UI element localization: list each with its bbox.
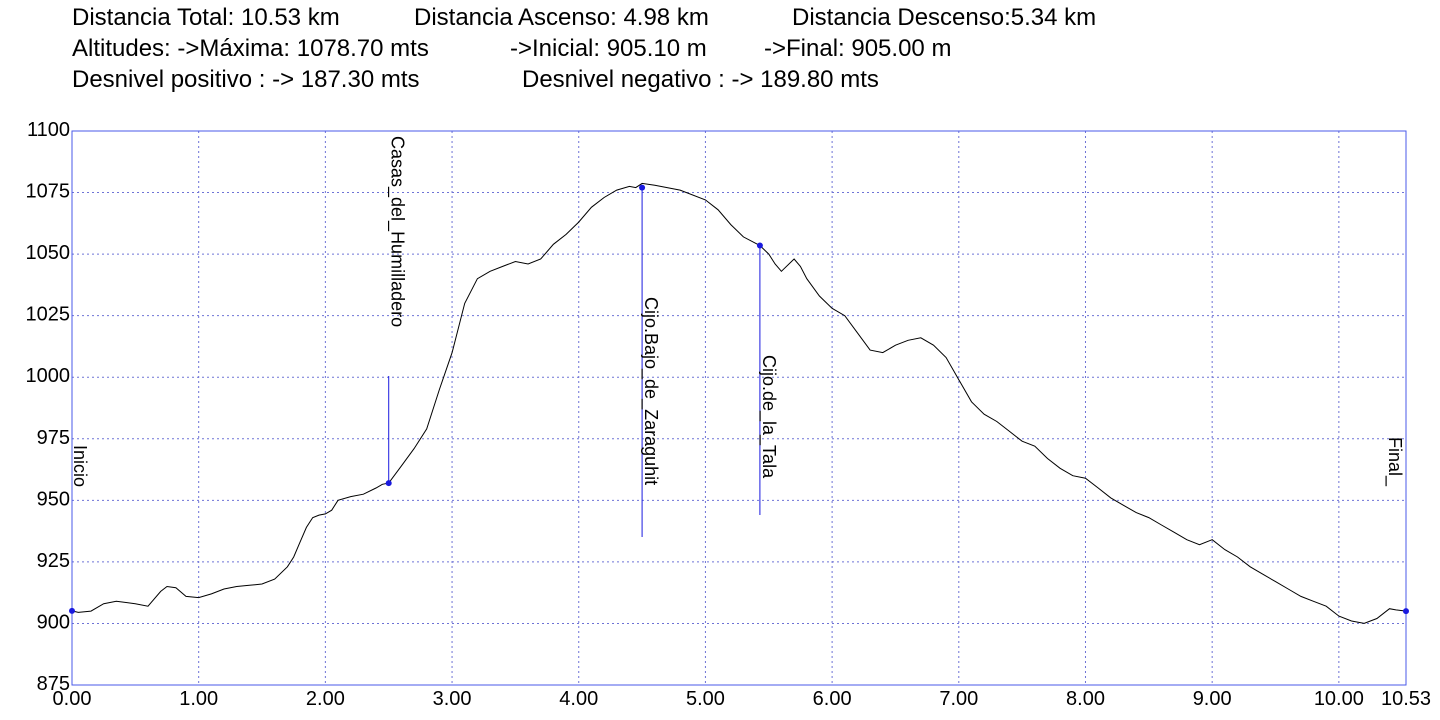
x-tick-label-9: 9.00 [1193, 688, 1232, 710]
initial-altitude: ->Inicial: 905.10 m [510, 35, 707, 62]
x-tick-label-4: 4.00 [559, 688, 598, 710]
negative-elevation-gain: Desnivel negativo : -> 189.80 mts [522, 66, 879, 93]
y-tick-label-0: 875 [37, 673, 70, 695]
waypoint-2: Cijo.Bajo_de_Zaraguhit [639, 184, 661, 537]
waypoint-dot-0 [69, 607, 75, 614]
y-tick-label-4: 975 [37, 427, 70, 449]
y-tick-label-9: 1100 [27, 119, 70, 141]
waypoint-label-4: Final_ [1384, 437, 1405, 487]
waypoint-1: Casas_del_Humilladero [385, 136, 408, 487]
x-tick-label-5: 5.00 [686, 688, 725, 710]
y-tick-label-3: 950 [37, 488, 70, 510]
y-tick-label-1: 900 [37, 611, 70, 633]
waypoint-dot-1 [385, 480, 392, 487]
waypoint-label-1: Casas_del_Humilladero [387, 136, 408, 327]
waypoint-dot-3 [756, 242, 763, 249]
x-tick-label-1: 1.00 [179, 688, 218, 710]
waypoint-label-3: Cijo.de_la_Tala [758, 355, 779, 479]
x-tick-label-8: 8.00 [1066, 688, 1105, 710]
ascent-distance: Distancia Ascenso: 4.98 km [414, 4, 709, 31]
waypoint-0: Inicio [69, 445, 90, 614]
total-distance: Distancia Total: 10.53 km [72, 4, 340, 31]
y-tick-label-2: 925 [37, 550, 70, 572]
y-tick-label-6: 1025 [26, 304, 71, 326]
waypoint-label-0: Inicio [70, 445, 90, 487]
final-altitude: ->Final: 905.00 m [764, 35, 952, 62]
waypoint-4: Final_ [1384, 437, 1409, 615]
x-tick-label-0: 0.00 [53, 688, 92, 710]
positive-elevation-gain: Desnivel positivo : -> 187.30 mts [72, 66, 420, 93]
x-tick-label-3: 3.00 [433, 688, 472, 710]
max-altitude: Altitudes: ->Máxima: 1078.70 mts [72, 35, 429, 62]
x-tick-label-7: 7.00 [939, 688, 978, 710]
elevation-profile-line [71, 182, 1407, 624]
y-tick-label-8: 1075 [26, 181, 71, 203]
waypoint-dot-4 [1403, 608, 1409, 615]
x-tick-label-6: 6.00 [813, 688, 852, 710]
waypoint-markers: Inicio Casas_del_Humilladero Cijo.Bajo_de_… [69, 136, 1409, 615]
y-tick-label-5: 1000 [26, 365, 71, 387]
waypoint-3: Cijo.de_la_Tala [756, 242, 779, 515]
waypoint-dot-2 [639, 184, 646, 191]
grid-lines [72, 131, 1406, 685]
y-tick-label-7: 1050 [26, 242, 71, 264]
axis-tick-labels: 875 900 925 950 975 1000 1025 1050 1075 1100 0.00 1… [26, 119, 1432, 710]
x-tick-label-10: 10.00 [1314, 688, 1364, 710]
x-tick-label-2: 2.00 [306, 688, 345, 710]
x-tick-label-11: 10.53 [1381, 688, 1431, 710]
descent-distance: Distancia Descenso:5.34 km [792, 4, 1097, 31]
waypoint-label-2: Cijo.Bajo_de_Zaraguhit [640, 297, 661, 485]
plot-frame [71, 130, 1407, 686]
